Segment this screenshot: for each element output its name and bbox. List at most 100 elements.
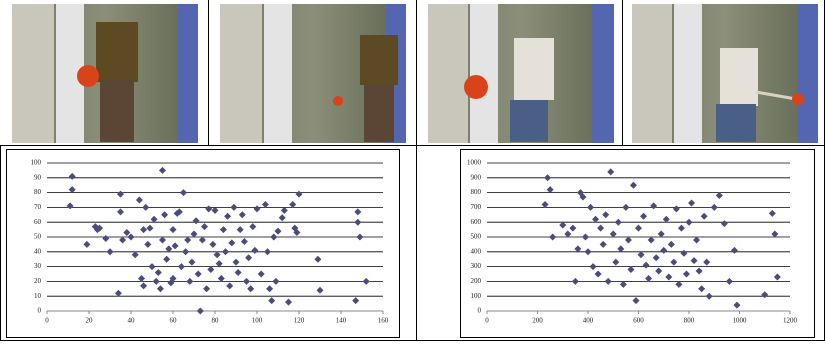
scatter-point	[235, 269, 242, 276]
scatter-point	[696, 268, 703, 275]
scatter-point	[670, 259, 677, 266]
scatter-point	[655, 268, 662, 275]
scatter-point	[224, 213, 231, 220]
scatter-point	[142, 204, 149, 211]
scatter-point	[688, 199, 695, 206]
scatter-point	[716, 192, 723, 199]
scatter-point	[237, 226, 244, 233]
x-tick-label: 1000	[733, 317, 748, 325]
scatter-point	[678, 225, 685, 232]
x-tick-label: 0	[45, 317, 49, 325]
scatter-point	[585, 248, 592, 255]
y-tick-label: 700	[471, 203, 482, 211]
scatter-point	[711, 204, 718, 211]
scatter-point	[117, 191, 124, 198]
y-tick-label: 200	[471, 277, 482, 285]
scatter-point	[625, 236, 632, 243]
scatter-point	[233, 259, 240, 266]
scatter-point	[663, 216, 670, 223]
x-tick-label: 400	[583, 317, 594, 325]
x-tick-label: 1200	[783, 317, 798, 325]
y-tick-label: 500	[471, 233, 482, 241]
scatter-point	[640, 213, 647, 220]
y-tick-label: 100	[471, 292, 482, 300]
scatter-point	[203, 285, 210, 292]
figure: 0102030405060708090100020406080100120140…	[0, 0, 825, 341]
scatter-point	[701, 213, 708, 220]
y-tick-label: 70	[34, 203, 42, 211]
scatter-point	[680, 250, 687, 257]
scatter-point	[115, 290, 122, 297]
photo-row	[12, 4, 818, 143]
scatter-point	[352, 297, 359, 304]
scatter-point	[363, 278, 370, 285]
scatter-point	[132, 251, 139, 258]
scatter-point	[247, 285, 254, 292]
y-tick-label: 0	[478, 307, 482, 315]
scatter-point	[251, 247, 258, 254]
scatter-point	[264, 248, 271, 255]
scatter-point	[222, 248, 229, 255]
scatter-point	[209, 241, 216, 248]
y-tick-label: 800	[471, 188, 482, 196]
scatter-point	[703, 259, 710, 266]
scatter-point	[161, 211, 168, 218]
y-tick-label: 400	[471, 247, 482, 255]
scatter-point	[590, 263, 597, 270]
scatter-point	[726, 278, 733, 285]
photo	[632, 4, 818, 143]
scatter-point	[272, 278, 279, 285]
x-tick-label: 60	[170, 317, 178, 325]
x-tick-label: 0	[485, 317, 489, 325]
scatter-point	[582, 234, 589, 241]
scatter-point	[266, 285, 273, 292]
scatter-point	[650, 202, 657, 209]
scatter-point	[595, 271, 602, 278]
scatter-point	[182, 248, 189, 255]
scatter-point	[249, 223, 256, 230]
scatter-point	[314, 256, 321, 263]
scatter-point	[547, 186, 554, 193]
scatter-point	[761, 291, 768, 298]
y-tick-label: 0	[38, 307, 42, 315]
scatter-point	[186, 278, 193, 285]
scatter-point	[170, 226, 177, 233]
scatter-point	[769, 210, 776, 217]
scatter-point	[69, 173, 76, 180]
scatter-point	[136, 197, 143, 204]
scatter-point	[140, 282, 147, 289]
y-tick-label: 90	[34, 173, 42, 181]
scatter-point	[275, 228, 282, 235]
y-tick-label: 1000	[467, 159, 482, 167]
scatter-point	[733, 302, 740, 309]
scatter-point	[239, 211, 246, 218]
scatter-point	[163, 256, 170, 263]
scatter-point	[691, 257, 698, 264]
scatter-point	[180, 189, 187, 196]
scatter-point	[157, 285, 164, 292]
scatter-point	[542, 201, 549, 208]
scatter-point	[184, 236, 191, 243]
scatter-point	[317, 287, 324, 294]
scatter-point	[660, 247, 667, 254]
scatter-point	[149, 263, 156, 270]
scatter-point	[354, 208, 361, 215]
x-tick-label: 80	[212, 317, 220, 325]
scatter-point	[226, 282, 233, 289]
scatter-point	[673, 205, 680, 212]
scatter-point	[620, 281, 627, 288]
scatter-point	[262, 201, 269, 208]
y-tick-label: 50	[34, 233, 42, 241]
scatter-point	[774, 273, 781, 280]
x-tick-label: 140	[336, 317, 347, 325]
scatter-point	[605, 278, 612, 285]
y-tick-label: 300	[471, 262, 482, 270]
scatter-point	[698, 285, 705, 292]
scatter-point	[270, 234, 277, 241]
scatter-point	[153, 278, 160, 285]
scatter-point	[771, 231, 778, 238]
scatter-point	[159, 236, 166, 243]
x-tick-label: 160	[378, 317, 389, 325]
scatter-point	[107, 248, 114, 255]
scatter-point	[201, 223, 208, 230]
